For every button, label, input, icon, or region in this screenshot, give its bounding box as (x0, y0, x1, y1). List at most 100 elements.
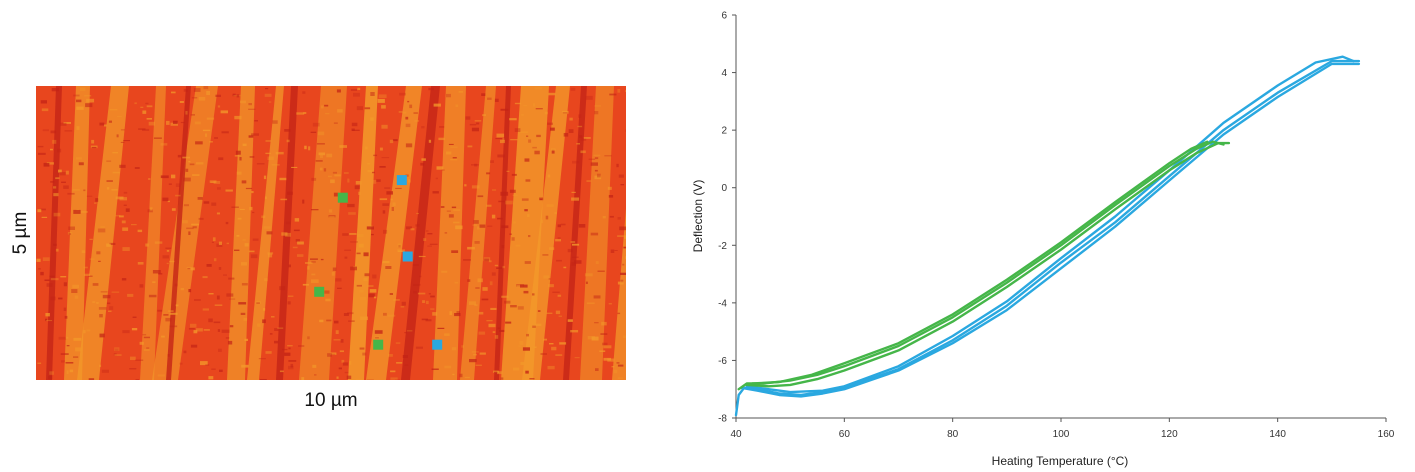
afm-speckle (240, 100, 246, 104)
afm-speckle (463, 259, 471, 261)
afm-speckle (325, 298, 331, 302)
afm-speckle (333, 339, 342, 341)
afm-speckle (514, 128, 521, 132)
afm-speckle (211, 368, 216, 370)
afm-height-label: 5 µm (10, 212, 31, 255)
afm-speckle (405, 123, 411, 128)
afm-speckle (616, 163, 619, 168)
afm-speckle (148, 178, 151, 180)
afm-speckle (331, 353, 336, 355)
afm-speckle (495, 138, 503, 140)
afm-speckle (618, 174, 624, 178)
afm-speckle (467, 246, 475, 250)
afm-stripe (433, 86, 466, 380)
afm-speckle (502, 265, 506, 269)
afm-speckle (311, 260, 316, 263)
afm-speckle (324, 290, 330, 294)
afm-speckle (622, 335, 626, 339)
afm-speckle (208, 318, 213, 323)
afm-speckle (557, 294, 562, 297)
afm-speckle (248, 103, 252, 106)
afm-speckle (367, 285, 374, 287)
afm-speckle (131, 328, 138, 331)
afm-speckle (40, 208, 46, 211)
afm-speckle (261, 215, 266, 219)
afm-speckle (383, 229, 388, 234)
afm-speckle (349, 361, 352, 365)
x-tick-label: 40 (730, 429, 742, 440)
afm-speckle (293, 229, 300, 232)
afm-speckle (65, 362, 74, 364)
afm-speckle (529, 378, 535, 380)
afm-speckle (119, 164, 126, 168)
afm-speckle (108, 310, 112, 312)
afm-speckle (135, 359, 144, 361)
afm-speckle (385, 266, 392, 269)
afm-speckle (468, 301, 476, 305)
afm-speckle (595, 261, 599, 265)
y-tick-label: 2 (721, 126, 727, 137)
afm-speckle (96, 302, 99, 304)
afm-speckle (517, 306, 524, 310)
afm-speckle (471, 185, 480, 189)
afm-speckle (355, 379, 363, 380)
afm-speckle (396, 362, 403, 364)
afm-speckle (63, 185, 69, 189)
afm-speckle (235, 150, 241, 155)
afm-speckle (132, 316, 137, 318)
afm-speckle (264, 93, 272, 97)
afm-speckle (166, 250, 170, 252)
afm-speckle (186, 266, 192, 270)
afm-speckle (415, 346, 423, 349)
afm-speckle (229, 298, 236, 300)
afm-speckle (40, 100, 47, 104)
afm-speckle (277, 327, 284, 329)
afm-speckle (450, 159, 458, 161)
afm-speckle (162, 197, 169, 202)
afm-speckle (83, 330, 86, 334)
afm-speckle (571, 191, 576, 193)
afm-speckle (569, 117, 573, 121)
afm-speckle (590, 232, 599, 236)
afm-speckle (496, 133, 505, 138)
afm-speckle (84, 95, 92, 97)
afm-speckle (249, 206, 253, 211)
afm-speckle (303, 112, 307, 114)
afm-speckle (532, 103, 535, 107)
afm-speckle (376, 179, 381, 182)
afm-speckle (285, 232, 291, 237)
afm-speckle (404, 332, 407, 334)
afm-speckle (382, 261, 390, 264)
afm-speckle (267, 156, 274, 160)
afm-speckle (78, 162, 84, 166)
afm-speckle (390, 370, 396, 373)
afm-speckle (416, 212, 419, 215)
afm-speckle (409, 104, 413, 109)
afm-speckle (142, 128, 150, 131)
afm-speckle (226, 293, 234, 297)
afm-speckle (241, 180, 247, 184)
afm-speckle (60, 122, 67, 126)
afm-speckle (205, 364, 210, 366)
afm-speckle (157, 374, 165, 377)
afm-speckle (203, 86, 209, 90)
afm-speckle (427, 233, 433, 235)
afm-speckle (106, 180, 113, 182)
afm-speckle (180, 287, 185, 291)
afm-speckle (381, 157, 390, 159)
afm-speckle (290, 363, 294, 368)
afm-speckle (509, 118, 517, 121)
afm-speckle (555, 310, 561, 315)
afm-speckle (97, 228, 106, 233)
afm-speckle (187, 268, 191, 270)
afm-speckle (533, 346, 537, 348)
afm-speckle (534, 323, 542, 326)
afm-speckle (532, 146, 537, 149)
afm-speckle (242, 143, 247, 147)
afm-stripe (299, 86, 347, 380)
afm-speckle (477, 226, 480, 230)
afm-speckle (282, 348, 288, 351)
afm-speckle (234, 249, 240, 251)
afm-speckle (64, 130, 73, 132)
afm-speckle (597, 173, 601, 178)
